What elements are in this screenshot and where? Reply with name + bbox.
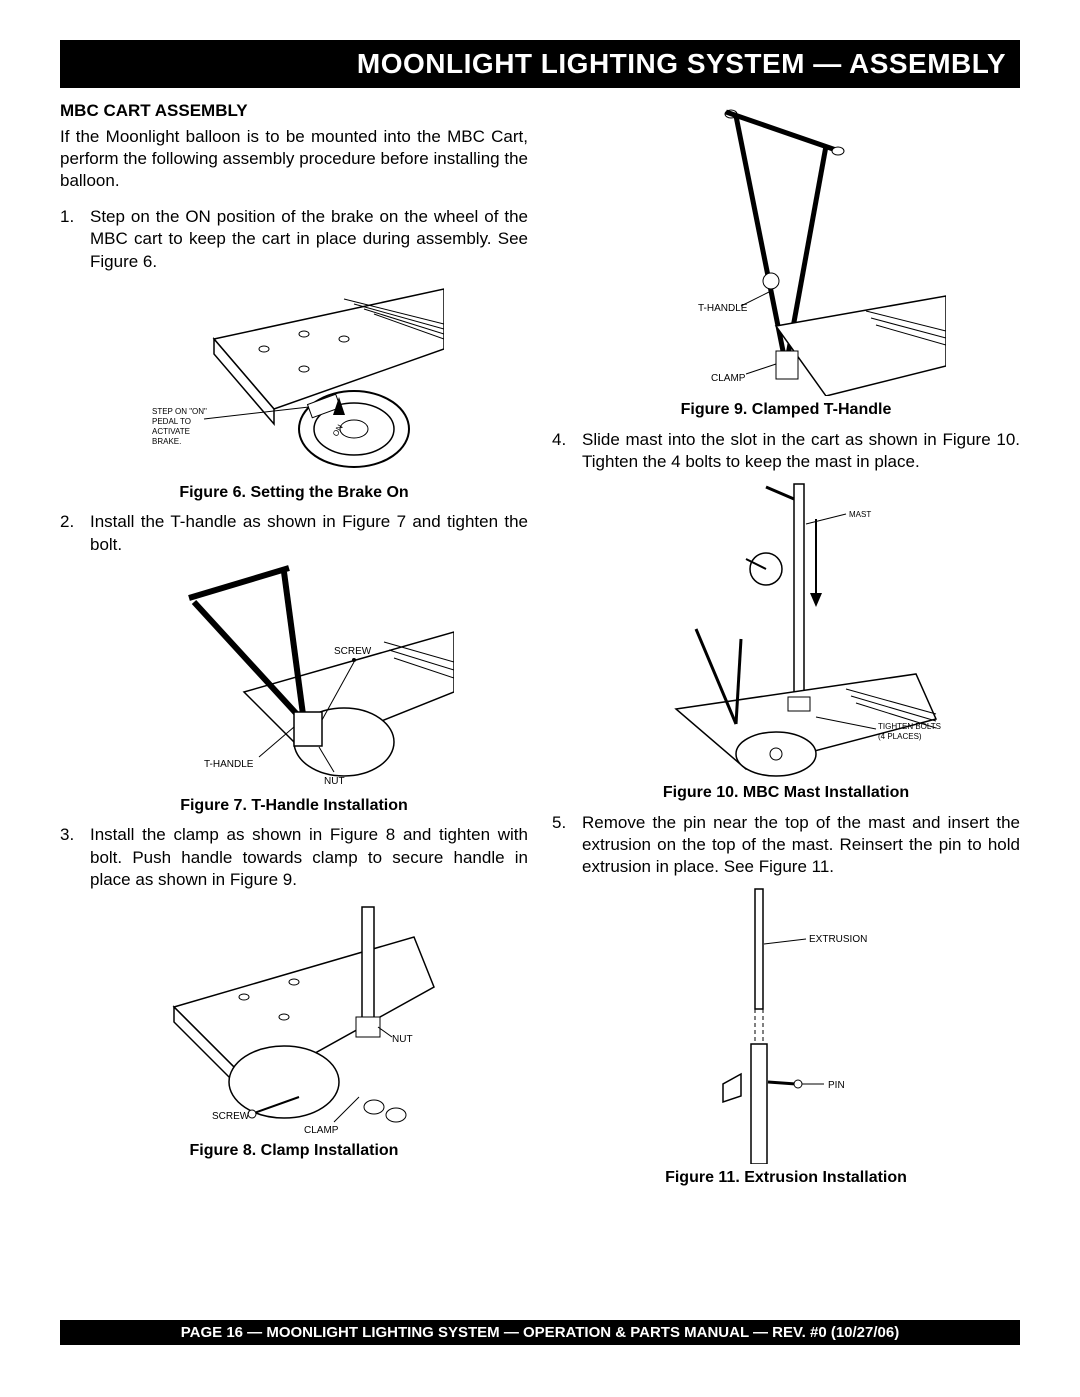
label-nut: NUT bbox=[392, 1034, 413, 1045]
figure-11-svg: EXTRUSION PIN bbox=[656, 884, 916, 1164]
figure-7-svg: SCREW NUT T-HANDLE bbox=[134, 562, 454, 792]
figure-8: NUT SCREW CLAMP Figure 8. Clamp Installa… bbox=[60, 897, 528, 1162]
label-pedal-3: ACTIVATE bbox=[152, 427, 190, 436]
label-screw: SCREW bbox=[334, 646, 372, 657]
label-mast: MAST bbox=[849, 510, 871, 519]
figure-6-caption: Figure 6. Setting the Brake On bbox=[60, 483, 528, 504]
label-pedal-1: STEP ON "ON" bbox=[152, 407, 207, 416]
figure-11: EXTRUSION PIN Figure 11. Extrusion Insta… bbox=[552, 884, 1020, 1189]
figure-6-svg: ON STEP ON "ON" PEDAL TO ACTIVATE BRAKE. bbox=[144, 279, 444, 479]
figure-9: T-HANDLE CLAMP Figure 9. Clamped T-Handl… bbox=[552, 106, 1020, 421]
steps-list-right-2: 5. Remove the pin near the top of the ma… bbox=[552, 812, 1020, 878]
left-column: MBC CART ASSEMBLY If the Moonlight ballo… bbox=[60, 100, 528, 1197]
step-number: 4. bbox=[552, 429, 582, 473]
figure-6: ON STEP ON "ON" PEDAL TO ACTIVATE BRAKE.… bbox=[60, 279, 528, 504]
label-pin: PIN bbox=[828, 1080, 845, 1091]
steps-list-left-2: 2. Install the T-handle as shown in Figu… bbox=[60, 511, 528, 555]
label-thandle: T-HANDLE bbox=[698, 303, 748, 314]
figure-10: MAST TIGHTEN BOLTS (4 PLACES) Figure 10.… bbox=[552, 479, 1020, 804]
label-thandle: T-HANDLE bbox=[204, 759, 254, 770]
figure-7: SCREW NUT T-HANDLE Figure 7. T-Handle In… bbox=[60, 562, 528, 817]
label-nut: NUT bbox=[324, 776, 345, 787]
figure-9-svg: T-HANDLE CLAMP bbox=[626, 106, 946, 396]
content-columns: MBC CART ASSEMBLY If the Moonlight ballo… bbox=[60, 100, 1020, 1197]
step-number: 2. bbox=[60, 511, 90, 555]
step-3: 3. Install the clamp as shown in Figure … bbox=[60, 824, 528, 890]
steps-list-left-3: 3. Install the clamp as shown in Figure … bbox=[60, 824, 528, 890]
label-clamp: CLAMP bbox=[304, 1125, 339, 1136]
label-screw: SCREW bbox=[212, 1111, 250, 1122]
step-5: 5. Remove the pin near the top of the ma… bbox=[552, 812, 1020, 878]
figure-8-caption: Figure 8. Clamp Installation bbox=[60, 1141, 528, 1162]
section-heading: MBC CART ASSEMBLY bbox=[60, 100, 528, 122]
page-footer-bar: PAGE 16 — MOONLIGHT LIGHTING SYSTEM — OP… bbox=[60, 1320, 1020, 1345]
steps-list-right-1: 4. Slide mast into the slot in the cart … bbox=[552, 429, 1020, 473]
figure-11-caption: Figure 11. Extrusion Installation bbox=[552, 1168, 1020, 1189]
step-number: 1. bbox=[60, 206, 90, 272]
label-pedal-4: BRAKE. bbox=[152, 437, 181, 446]
figure-10-svg: MAST TIGHTEN BOLTS (4 PLACES) bbox=[616, 479, 956, 779]
label-bolts-1: TIGHTEN BOLTS bbox=[878, 722, 941, 731]
step-2: 2. Install the T-handle as shown in Figu… bbox=[60, 511, 528, 555]
step-1: 1. Step on the ON position of the brake … bbox=[60, 206, 528, 272]
step-text: Slide mast into the slot in the cart as … bbox=[582, 429, 1020, 473]
figure-10-caption: Figure 10. MBC Mast Installation bbox=[552, 783, 1020, 804]
figure-7-caption: Figure 7. T-Handle Installation bbox=[60, 796, 528, 817]
label-extrusion: EXTRUSION bbox=[809, 934, 867, 945]
step-number: 5. bbox=[552, 812, 582, 878]
step-number: 3. bbox=[60, 824, 90, 890]
steps-list-left: 1. Step on the ON position of the brake … bbox=[60, 206, 528, 272]
step-4: 4. Slide mast into the slot in the cart … bbox=[552, 429, 1020, 473]
step-text: Step on the ON position of the brake on … bbox=[90, 206, 528, 272]
figure-9-caption: Figure 9. Clamped T-Handle bbox=[552, 400, 1020, 421]
step-text: Install the clamp as shown in Figure 8 a… bbox=[90, 824, 528, 890]
step-text: Install the T-handle as shown in Figure … bbox=[90, 511, 528, 555]
figure-8-svg: NUT SCREW CLAMP bbox=[134, 897, 454, 1137]
section-intro: If the Moonlight balloon is to be mounte… bbox=[60, 126, 528, 192]
right-column: T-HANDLE CLAMP Figure 9. Clamped T-Handl… bbox=[552, 100, 1020, 1197]
label-clamp: CLAMP bbox=[711, 373, 746, 384]
label-pedal-2: PEDAL TO bbox=[152, 417, 191, 426]
label-bolts-2: (4 PLACES) bbox=[878, 732, 922, 741]
step-text: Remove the pin near the top of the mast … bbox=[582, 812, 1020, 878]
page-title-bar: MOONLIGHT LIGHTING SYSTEM — ASSEMBLY bbox=[60, 40, 1020, 88]
